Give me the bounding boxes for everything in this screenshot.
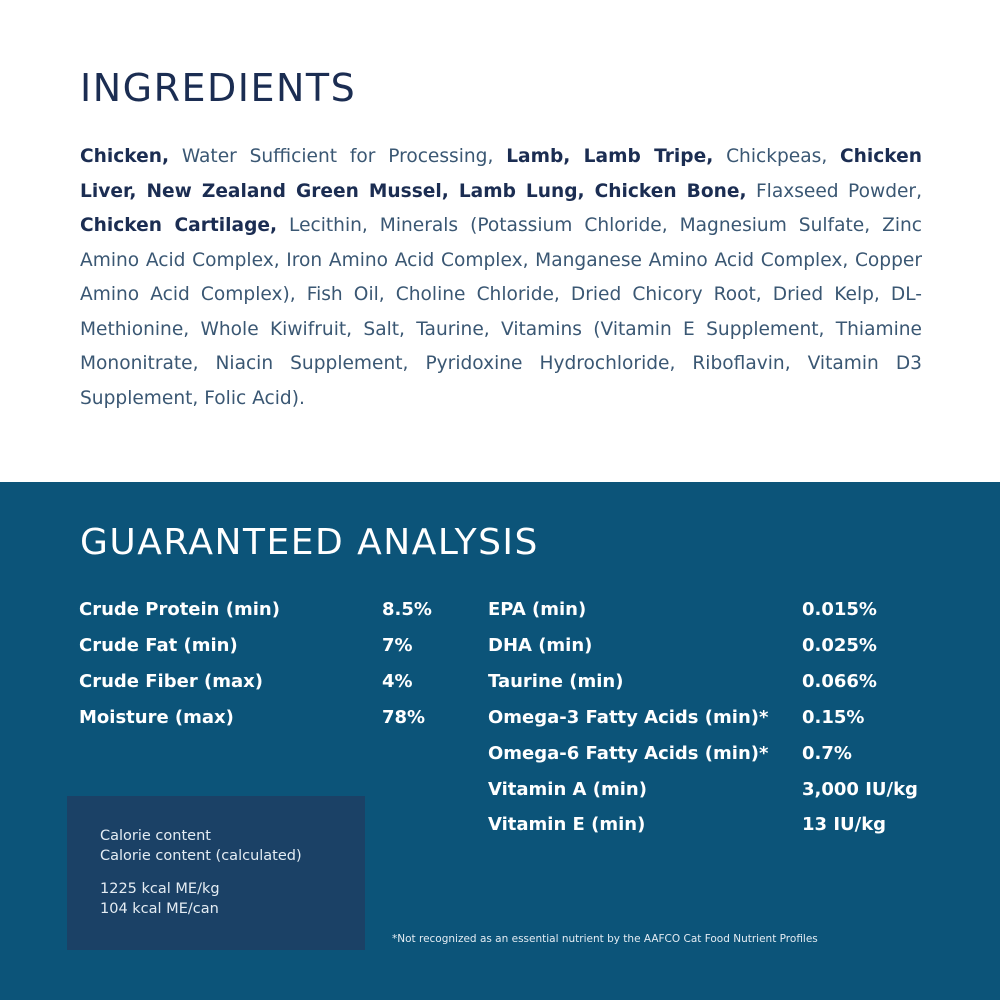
- nutrient-label: Omega-6 Fatty Acids (min)*: [488, 743, 769, 764]
- calorie-per-can: 104 kcal ME/can: [100, 901, 219, 917]
- nutrient-label: Taurine (min): [488, 671, 624, 692]
- calorie-calculated-label: Calorie content (calculated): [100, 848, 302, 864]
- nutrient-value: 4%: [382, 671, 413, 692]
- nutrient-value: 7%: [382, 635, 413, 656]
- nutrient-value: 0.025%: [802, 635, 877, 656]
- ingredient-regular: Lecithin, Minerals (Potassium Chloride, …: [80, 215, 922, 409]
- ingredients-heading: INGREDIENTS: [80, 66, 357, 110]
- nutrient-value: 0.015%: [802, 599, 877, 620]
- nutrient-value: 3,000 IU/kg: [802, 779, 918, 800]
- calorie-label: Calorie content: [100, 828, 211, 844]
- ingredient-regular: Flaxseed Powder,: [746, 180, 922, 202]
- ingredient-bold: Chicken Liver, New Zealand Green Mussel,…: [80, 146, 923, 202]
- calorie-per-kg: 1225 kcal ME/kg: [100, 881, 220, 897]
- nutrient-value: 13 IU/kg: [802, 814, 887, 835]
- nutrient-label: Crude Fiber (max): [79, 671, 263, 692]
- ingredient-bold: Chicken,: [80, 146, 170, 167]
- ingredient-regular: Chickpeas,: [713, 146, 841, 167]
- ingredients-text: Chicken, Water Sufficient for Processing…: [80, 140, 922, 416]
- nutrient-label: DHA (min): [488, 635, 593, 656]
- ingredient-bold: Lamb, Lamb Tripe,: [506, 146, 714, 167]
- ingredient-regular: Water Sufficient for Processing,: [169, 146, 507, 167]
- nutrient-label: Vitamin A (min): [488, 779, 647, 800]
- nutrient-value: 8.5%: [382, 599, 432, 620]
- nutrient-label: Moisture (max): [79, 707, 234, 728]
- analysis-heading: GUARANTEED ANALYSIS: [80, 522, 539, 563]
- aafco-footnote: *Not recognized as an essential nutrient…: [392, 933, 818, 945]
- nutrient-value: 0.066%: [802, 671, 877, 692]
- nutrient-label: Crude Fat (min): [79, 635, 238, 656]
- nutrient-label: Crude Protein (min): [79, 599, 280, 620]
- nutrient-value: 78%: [382, 707, 426, 728]
- ingredient-bold: Chicken Cartilage,: [80, 215, 278, 236]
- ingredients-section: INGREDIENTS Chicken, Water Sufficient fo…: [0, 0, 1000, 482]
- nutrient-label: Vitamin E (min): [488, 814, 646, 835]
- nutrient-label: Omega-3 Fatty Acids (min)*: [488, 707, 769, 728]
- calorie-content-box: Calorie content Calorie content (calcula…: [67, 796, 365, 950]
- nutrient-label: EPA (min): [488, 599, 587, 620]
- nutrient-value: 0.15%: [802, 707, 865, 728]
- nutrient-value: 0.7%: [802, 743, 852, 764]
- guaranteed-analysis-section: GUARANTEED ANALYSIS Crude Protein (min) …: [0, 482, 1000, 1000]
